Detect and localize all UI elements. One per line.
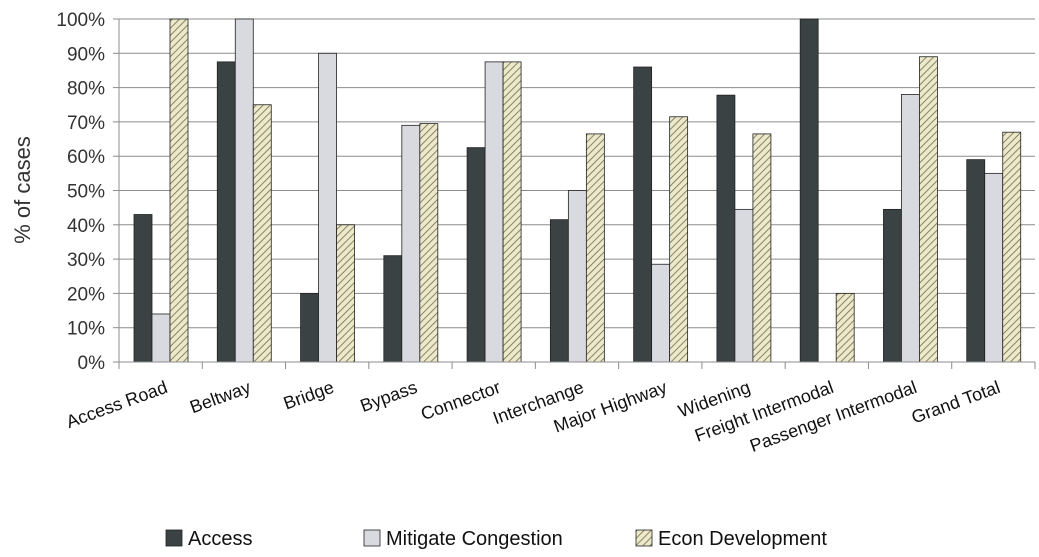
legend-label: Econ Development: [658, 528, 827, 550]
y-tick-label: 20%: [67, 284, 105, 305]
x-tick-label: Access Road: [63, 377, 170, 432]
x-tick-labels: Access Road Beltway Bridge BypassConnectorI…: [63, 377, 1002, 456]
y-tick-label: 70%: [67, 113, 105, 134]
bars: [133, 18, 1022, 363]
bar-access: [133, 214, 153, 363]
bar-econ-development: [419, 123, 439, 363]
bar-econ-development: [169, 18, 189, 363]
bar-mitigate-congestion: [318, 52, 337, 363]
y-tick-label: 40%: [67, 216, 105, 237]
legend-swatch: [165, 529, 183, 547]
legend-label: Access: [188, 528, 252, 550]
y-tick-label: 50%: [67, 182, 105, 203]
y-tick-label: 10%: [67, 319, 105, 340]
bar-access: [549, 219, 569, 363]
legend-label: Mitigate Congestion: [386, 528, 563, 550]
bar-access: [466, 147, 486, 363]
x-tick-label: Beltway: [187, 377, 253, 417]
bar-access: [633, 66, 653, 363]
x-tick-label: Grand Total: [909, 377, 1003, 428]
bar-access: [300, 292, 319, 363]
y-tick-label: 0%: [78, 353, 106, 374]
y-tick-labels: 0% 10% 20% 30% 40% 50% 60% 70% 80% 90% 100%: [56, 10, 105, 374]
y-axis-title: % of cases: [10, 136, 35, 244]
y-tick-label: 100%: [56, 10, 105, 31]
bar-econ-development: [669, 116, 689, 363]
legend-swatch: [635, 529, 653, 547]
bar-econ-development: [752, 133, 772, 363]
bar-mitigate-congestion: [401, 124, 421, 363]
x-tick-label: Bypass: [358, 377, 420, 416]
bar-access: [216, 61, 236, 363]
x-tick-label: Bridge: [281, 377, 337, 414]
bar-econ-development: [252, 104, 272, 363]
bar-mitigate-congestion: [234, 18, 254, 363]
bar-mitigate-congestion: [984, 172, 1004, 363]
x-tick-label: Connector: [418, 377, 503, 424]
legend: Access Mitigate Congestion Econ Developmen…: [165, 528, 827, 550]
bar-econ-development: [336, 224, 355, 363]
bar-econ-development: [502, 61, 522, 363]
bar-access: [966, 159, 986, 363]
bar-mitigate-congestion: [901, 94, 920, 363]
axes: [118, 19, 1036, 369]
bar-access: [716, 94, 736, 363]
bar-mitigate-congestion: [651, 263, 671, 363]
bar-econ-development: [1002, 131, 1022, 363]
bar-mitigate-congestion: [484, 61, 504, 363]
bar-mitigate-congestion: [567, 190, 587, 363]
y-tick-label: 90%: [67, 44, 105, 65]
bar-econ-development: [919, 56, 938, 363]
bar-access: [799, 18, 819, 363]
y-tick-label: 80%: [67, 79, 105, 100]
bar-mitigate-congestion: [151, 313, 171, 363]
bar-econ-development: [835, 292, 855, 363]
y-tick-label: 60%: [67, 147, 105, 168]
y-tick-label: 30%: [67, 250, 105, 271]
bar-econ-development: [585, 133, 605, 363]
bar-mitigate-congestion: [734, 208, 754, 363]
legend-swatch: [363, 529, 381, 547]
bar-access: [383, 255, 403, 363]
bar-access: [883, 208, 902, 363]
